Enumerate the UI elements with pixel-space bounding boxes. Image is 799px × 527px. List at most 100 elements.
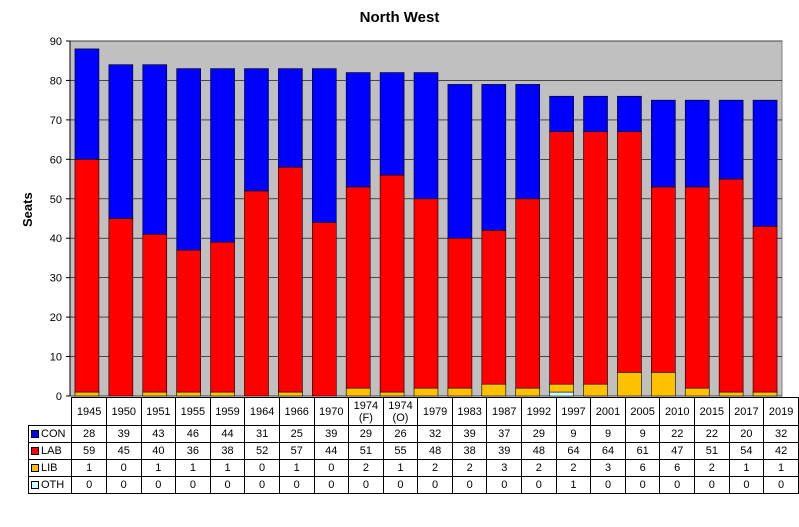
bar-lab <box>311 222 337 397</box>
data-label: 44 <box>209 425 246 443</box>
y-tick-label: 40 <box>50 233 62 245</box>
data-label: 1 <box>763 459 799 477</box>
bar-lib <box>447 387 473 397</box>
data-label: 39 <box>105 425 142 443</box>
bar-con <box>345 72 371 188</box>
data-label: 2 <box>451 459 488 477</box>
bar-lab <box>447 237 473 389</box>
data-label: 64 <box>555 442 592 460</box>
data-label: 2 <box>417 459 453 477</box>
data-label: 38 <box>451 442 488 460</box>
bar-con <box>684 99 710 188</box>
bar-lab <box>142 233 168 393</box>
data-label: 29 <box>521 425 557 443</box>
data-label: 42 <box>763 442 799 460</box>
bar-lib <box>651 372 676 397</box>
data-label: 54 <box>728 442 765 460</box>
bar-lib <box>515 387 541 397</box>
bar-lab <box>278 166 303 393</box>
bar-con <box>311 68 337 223</box>
bar-con <box>142 64 168 235</box>
data-label: 9 <box>590 425 626 443</box>
data-label: 29 <box>348 425 384 443</box>
data-label: 2 <box>555 459 592 477</box>
bar-con <box>447 84 473 239</box>
data-label: 0 <box>763 476 799 494</box>
bar-con <box>74 48 100 160</box>
bar-con <box>651 99 676 188</box>
data-label: 0 <box>105 476 142 494</box>
legend-entry: LIB <box>27 459 73 477</box>
bar-lab <box>345 186 371 389</box>
bar-lab <box>684 186 710 389</box>
data-label: 0 <box>278 476 315 494</box>
x-tick-label: 1951 <box>140 397 177 426</box>
bar-lab <box>108 218 134 397</box>
bar-lib <box>210 391 235 397</box>
x-tick-label: 2017 <box>728 397 765 426</box>
legend-entry: CON <box>27 425 73 443</box>
bar-lab <box>210 241 235 393</box>
data-label: 2 <box>521 459 557 477</box>
legend-swatch <box>31 430 39 439</box>
data-label: 0 <box>105 459 142 477</box>
data-label: 0 <box>71 476 107 494</box>
bar-lib <box>583 383 608 397</box>
bar-con <box>515 84 541 200</box>
bar-lib <box>413 387 439 397</box>
legend-label: OTH <box>41 479 65 491</box>
data-label: 37 <box>486 425 523 443</box>
y-tick-label: 30 <box>50 273 62 285</box>
data-label: 44 <box>313 442 350 460</box>
x-tick-label: 1992 <box>521 397 557 426</box>
data-label: 0 <box>244 459 280 477</box>
data-label: 28 <box>71 425 107 443</box>
data-label: 51 <box>694 442 730 460</box>
x-tick-label: 1945 <box>71 397 107 426</box>
table-corner <box>28 397 73 426</box>
bar-con <box>379 72 405 176</box>
bar-con <box>718 99 744 180</box>
data-label: 0 <box>521 476 557 494</box>
y-tick-label: 50 <box>50 194 62 206</box>
data-label: 20 <box>728 425 765 443</box>
data-label: 39 <box>451 425 488 443</box>
data-label: 6 <box>624 459 661 477</box>
bar-con <box>549 95 574 133</box>
bar-lib <box>142 391 168 397</box>
bar-lib <box>684 387 710 397</box>
data-label: 1 <box>209 459 246 477</box>
x-tick-label: 1959 <box>209 397 246 426</box>
data-label: 22 <box>659 425 696 443</box>
data-label: 1 <box>140 459 177 477</box>
bar-lab <box>583 131 608 385</box>
legend-label: LIB <box>41 462 58 474</box>
data-label: 52 <box>244 442 280 460</box>
data-label: 1 <box>278 459 315 477</box>
data-label: 0 <box>140 476 177 494</box>
bar-lab <box>176 249 201 393</box>
legend-swatch <box>31 447 39 456</box>
data-label: 32 <box>417 425 453 443</box>
data-label: 1 <box>555 476 592 494</box>
bar-con <box>108 64 134 219</box>
data-label: 2 <box>694 459 730 477</box>
table-row: CON 28 39 43 46 44 31 25 39 29 26 32 39 37 29 9 9 9 22 22 20… <box>27 425 799 443</box>
bar-con <box>413 72 439 200</box>
x-tick-label: 2005 <box>624 397 661 426</box>
chart-title: North West <box>359 9 440 26</box>
data-label: 6 <box>659 459 696 477</box>
bar-oth <box>549 391 574 397</box>
y-tick-label: 60 <box>50 154 62 166</box>
bar-lib <box>718 391 744 397</box>
data-label: 9 <box>555 425 592 443</box>
bar-lib <box>345 387 371 397</box>
bar-lib <box>74 391 100 397</box>
x-tick-label: 1966 <box>278 397 315 426</box>
x-tick-label: 1970 <box>313 397 350 426</box>
data-label: 1 <box>382 459 419 477</box>
bar-lib <box>176 391 201 397</box>
bar-lib <box>549 383 574 393</box>
x-tick-label: 1983 <box>451 397 488 426</box>
